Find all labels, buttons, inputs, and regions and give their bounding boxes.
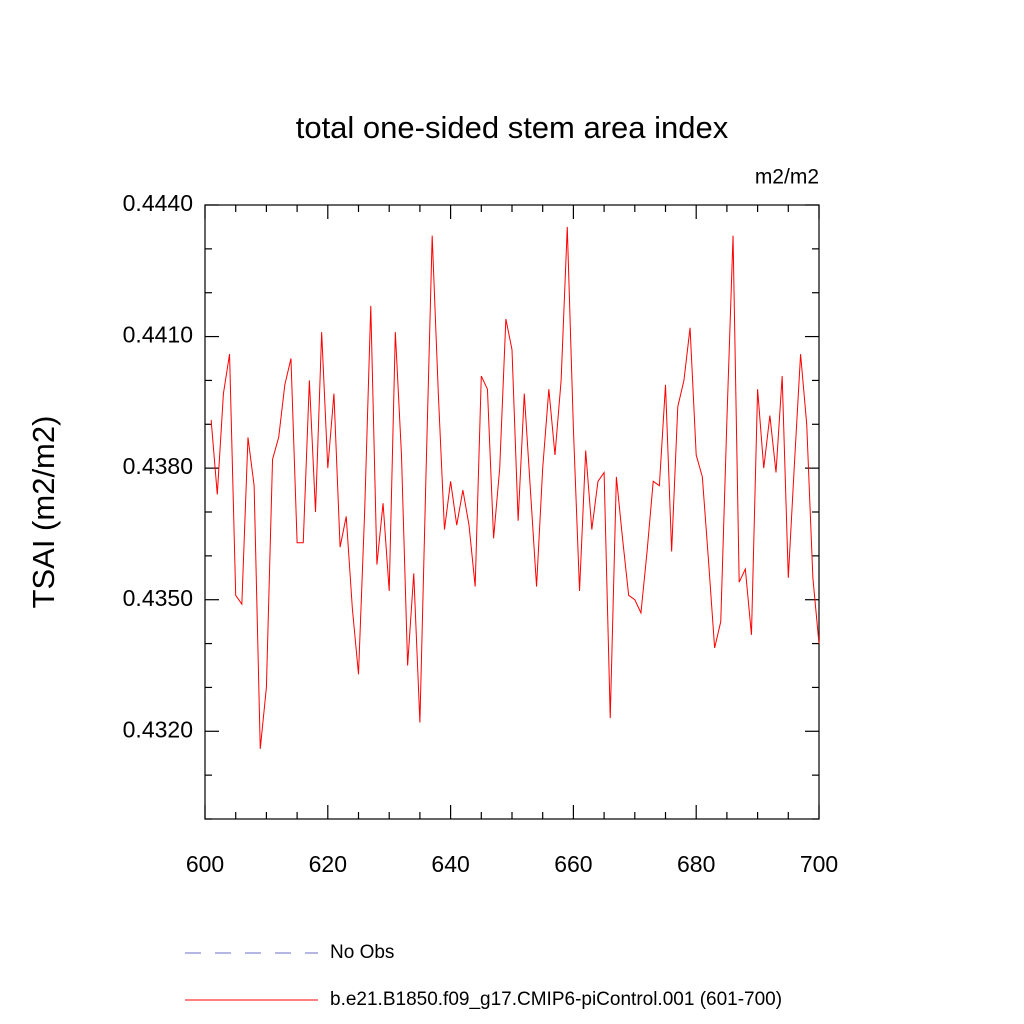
x-tick-label: 600 <box>186 851 224 877</box>
y-tick-label: 0.4410 <box>123 322 193 348</box>
x-tick-label: 620 <box>309 851 347 877</box>
y-tick-label: 0.4380 <box>123 453 193 479</box>
y-tick-label: 0.4350 <box>123 585 193 611</box>
data-line <box>210 226 820 749</box>
y-axis-label: TSAI (m2/m2) <box>26 416 61 609</box>
y-tick-label: 0.4440 <box>123 190 193 216</box>
x-tick-label: 680 <box>677 851 715 877</box>
plot-frame <box>204 204 820 820</box>
units-label: m2/m2 <box>755 166 819 189</box>
x-tick-label: 660 <box>554 851 592 877</box>
legend-label: No Obs <box>330 942 394 963</box>
x-tick-label: 640 <box>431 851 469 877</box>
legend-label: b.e21.B1850.f09_g17.CMIP6-piControl.001 … <box>330 989 782 1010</box>
x-tick-label: 700 <box>800 851 838 877</box>
chart-title: total one-sided stem area index <box>296 110 729 145</box>
y-tick-label: 0.4320 <box>123 716 193 742</box>
